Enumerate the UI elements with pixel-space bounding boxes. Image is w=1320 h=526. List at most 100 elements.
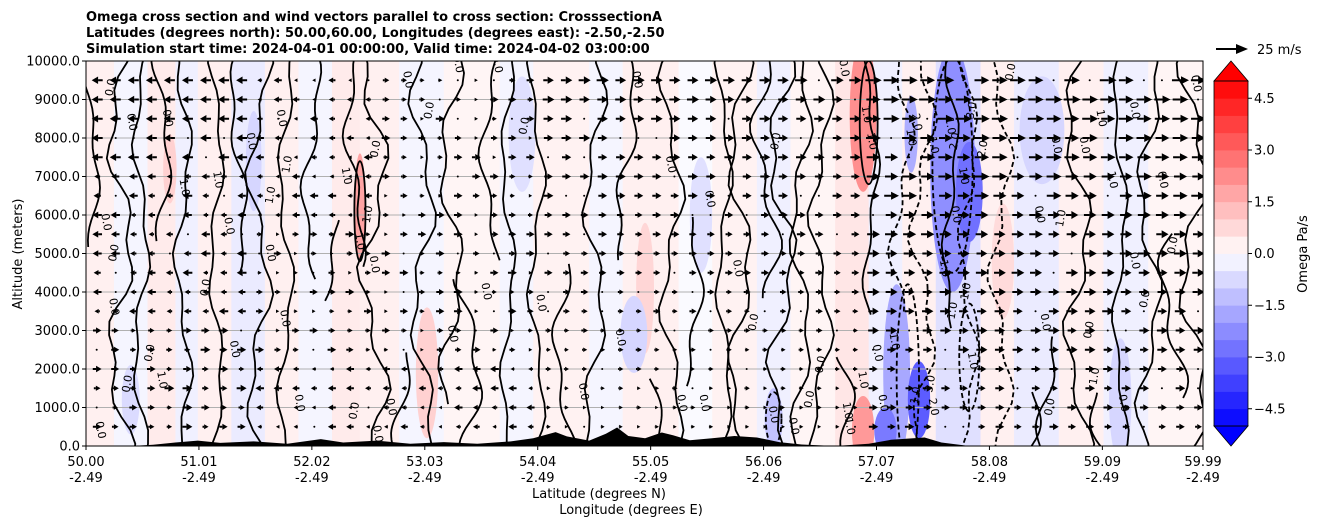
wind-vector bbox=[799, 310, 802, 313]
wind-vector bbox=[1120, 346, 1132, 354]
contour-line bbox=[1035, 336, 1056, 446]
contour-label: 1.0 bbox=[339, 166, 355, 185]
wind-vector bbox=[455, 270, 461, 275]
wind-vector bbox=[384, 424, 389, 429]
wind-vector bbox=[310, 135, 318, 141]
wind-vector bbox=[418, 385, 426, 392]
wind-vector bbox=[1083, 211, 1097, 219]
wind-vector bbox=[655, 137, 658, 139]
quiver-key-arrowhead bbox=[1236, 44, 1248, 54]
contour-label: 0.0 bbox=[445, 324, 461, 343]
wind-vector bbox=[920, 76, 936, 85]
wind-vector bbox=[851, 173, 860, 180]
wind-vector bbox=[474, 78, 478, 83]
contour-label: 1.0 bbox=[956, 166, 972, 185]
wind-vector bbox=[220, 270, 228, 276]
contour-label: 0.0 bbox=[198, 278, 214, 297]
wind-vector bbox=[778, 173, 788, 180]
wind-vector bbox=[745, 252, 748, 255]
contour-label: 3.0 bbox=[964, 101, 980, 120]
wind-vector bbox=[419, 308, 425, 314]
wind-vector bbox=[1030, 249, 1042, 258]
wind-vector bbox=[437, 366, 444, 372]
wind-vector bbox=[564, 366, 570, 372]
wind-vector bbox=[598, 231, 608, 238]
wind-vector bbox=[491, 289, 497, 295]
wind-vector bbox=[760, 134, 770, 142]
wind-vector bbox=[835, 329, 838, 332]
wind-vector bbox=[727, 175, 730, 178]
wind-vector bbox=[1065, 134, 1080, 142]
wind-vector bbox=[508, 423, 517, 430]
wind-vector bbox=[456, 79, 459, 82]
wind-vector bbox=[236, 134, 248, 142]
wind-vector bbox=[601, 310, 604, 313]
wind-vector bbox=[182, 423, 193, 431]
wind-vector bbox=[853, 386, 858, 391]
wind-vector bbox=[345, 365, 354, 373]
wind-vector bbox=[1046, 153, 1062, 162]
wind-vector bbox=[1034, 194, 1037, 197]
wind-vector bbox=[1137, 249, 1151, 258]
x-axis-label-latitude: Latitude (degrees N) bbox=[532, 487, 666, 502]
wind-vector bbox=[763, 366, 768, 372]
wind-vector bbox=[400, 116, 408, 122]
wind-vector bbox=[1118, 76, 1134, 85]
wind-vector bbox=[311, 405, 316, 410]
y-axis-label: Altitude (meters) bbox=[11, 199, 26, 310]
wind-vector bbox=[1029, 268, 1043, 277]
wind-vector bbox=[275, 155, 280, 160]
wind-vector bbox=[1104, 385, 1113, 392]
contour-label: 0.0 bbox=[1081, 320, 1097, 339]
wind-vector bbox=[995, 423, 1005, 430]
wind-vector bbox=[868, 307, 879, 315]
wind-vector bbox=[527, 308, 534, 314]
wind-vector bbox=[853, 425, 856, 428]
wind-vector bbox=[974, 172, 990, 181]
wind-vector bbox=[637, 386, 641, 391]
wind-vector bbox=[275, 424, 280, 429]
wind-vector bbox=[1139, 404, 1149, 411]
wind-vector bbox=[902, 191, 918, 200]
wind-vector bbox=[835, 233, 838, 236]
colorbar-level bbox=[1214, 253, 1248, 272]
wind-vector bbox=[762, 328, 768, 333]
wind-vector bbox=[869, 404, 878, 411]
contour-line bbox=[324, 219, 340, 302]
wind-vector bbox=[1156, 326, 1168, 335]
wind-vector bbox=[563, 289, 571, 295]
colorbar-level bbox=[1214, 270, 1248, 289]
wind-vector bbox=[763, 386, 768, 391]
wind-vector bbox=[561, 114, 573, 123]
wind-vector bbox=[635, 270, 643, 276]
contour-label: 0.0 bbox=[221, 216, 237, 235]
wind-vector bbox=[223, 194, 226, 197]
wind-vector bbox=[726, 289, 732, 295]
contour-label: 0.0 bbox=[1127, 251, 1143, 270]
wind-vector bbox=[348, 155, 352, 160]
wind-vector bbox=[1084, 307, 1096, 315]
wind-vector bbox=[742, 153, 752, 161]
colorbar-level bbox=[1214, 408, 1248, 427]
wind-vector bbox=[1156, 191, 1169, 200]
contour-label: 0.0 bbox=[93, 420, 109, 439]
wind-vector bbox=[1173, 230, 1187, 239]
wind-vector bbox=[1048, 288, 1060, 296]
wind-vector bbox=[1139, 327, 1150, 334]
wind-vector bbox=[218, 307, 229, 315]
wind-vector bbox=[1137, 114, 1152, 123]
wind-vector bbox=[834, 270, 841, 276]
wind-vector bbox=[1086, 423, 1095, 430]
wind-vector bbox=[147, 212, 155, 218]
wind-vector bbox=[691, 214, 694, 216]
wind-vector bbox=[885, 288, 898, 296]
wind-vector bbox=[1121, 365, 1131, 373]
wind-vector bbox=[130, 385, 137, 391]
omega-patch bbox=[904, 95, 918, 173]
contour-label: 1.0 bbox=[177, 178, 193, 197]
colorbar-level bbox=[1214, 288, 1248, 306]
wind-vector bbox=[562, 211, 571, 219]
wind-vector bbox=[364, 308, 372, 315]
wind-vector bbox=[1104, 423, 1112, 430]
wind-vector bbox=[166, 174, 173, 179]
